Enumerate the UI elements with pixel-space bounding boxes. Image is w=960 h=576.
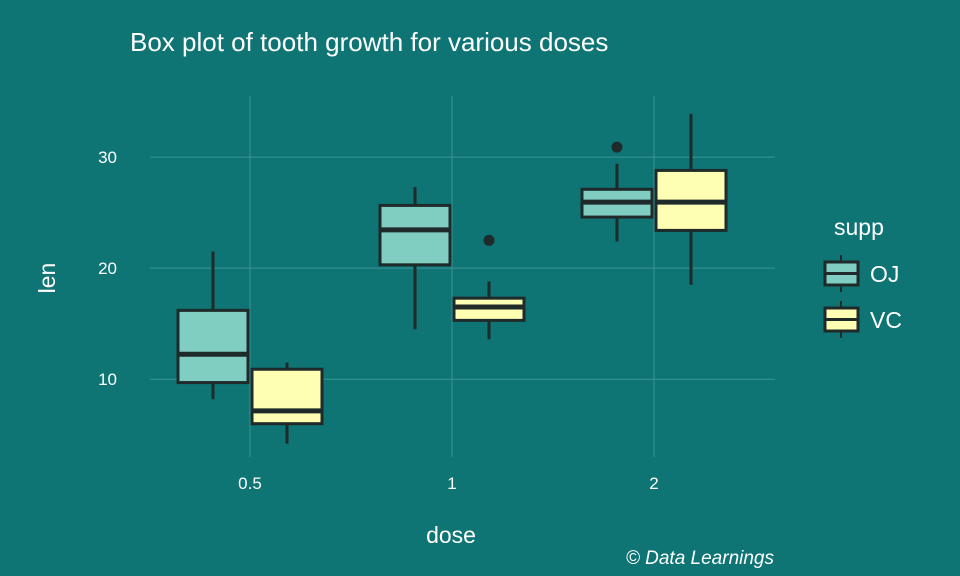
legend: supp OJ VC (823, 214, 902, 338)
x-tick-label: 2 (649, 474, 658, 493)
box-iqr (378, 203, 452, 267)
y-tick-label: 30 (98, 148, 117, 167)
legend-key-oj: OJ (823, 255, 899, 292)
legend-key-vc: VC (823, 301, 902, 338)
outlier-point (483, 234, 495, 246)
y-tick-label: 10 (98, 370, 117, 389)
tick-labels: 10 20 30 0.5 1 2 (98, 148, 659, 493)
grid-lines (150, 96, 775, 457)
box-oj-0.5 (176, 251, 250, 400)
box-oj-1 (378, 187, 452, 330)
box-vc-1 (452, 234, 526, 340)
x-tick-label: 0.5 (238, 474, 262, 493)
boxes-layer (176, 113, 728, 444)
y-axis-title: len (34, 263, 60, 294)
legend-label-vc: VC (870, 307, 902, 333)
chart-title: Box plot of tooth growth for various dos… (130, 27, 608, 57)
box-iqr (250, 367, 324, 426)
legend-keys: OJ VC (823, 255, 902, 338)
caption: © Data Learnings (626, 548, 775, 569)
y-tick-label: 20 (98, 259, 117, 278)
box-iqr (176, 308, 250, 385)
box-vc-0.5 (250, 362, 324, 444)
legend-label-oj: OJ (870, 261, 899, 287)
x-tick-label: 1 (447, 474, 456, 493)
x-axis-title: dose (426, 522, 476, 548)
outlier-point (611, 141, 623, 153)
box-vc-2 (654, 113, 728, 285)
box-oj-2 (580, 141, 654, 242)
legend-title: supp (834, 214, 884, 240)
